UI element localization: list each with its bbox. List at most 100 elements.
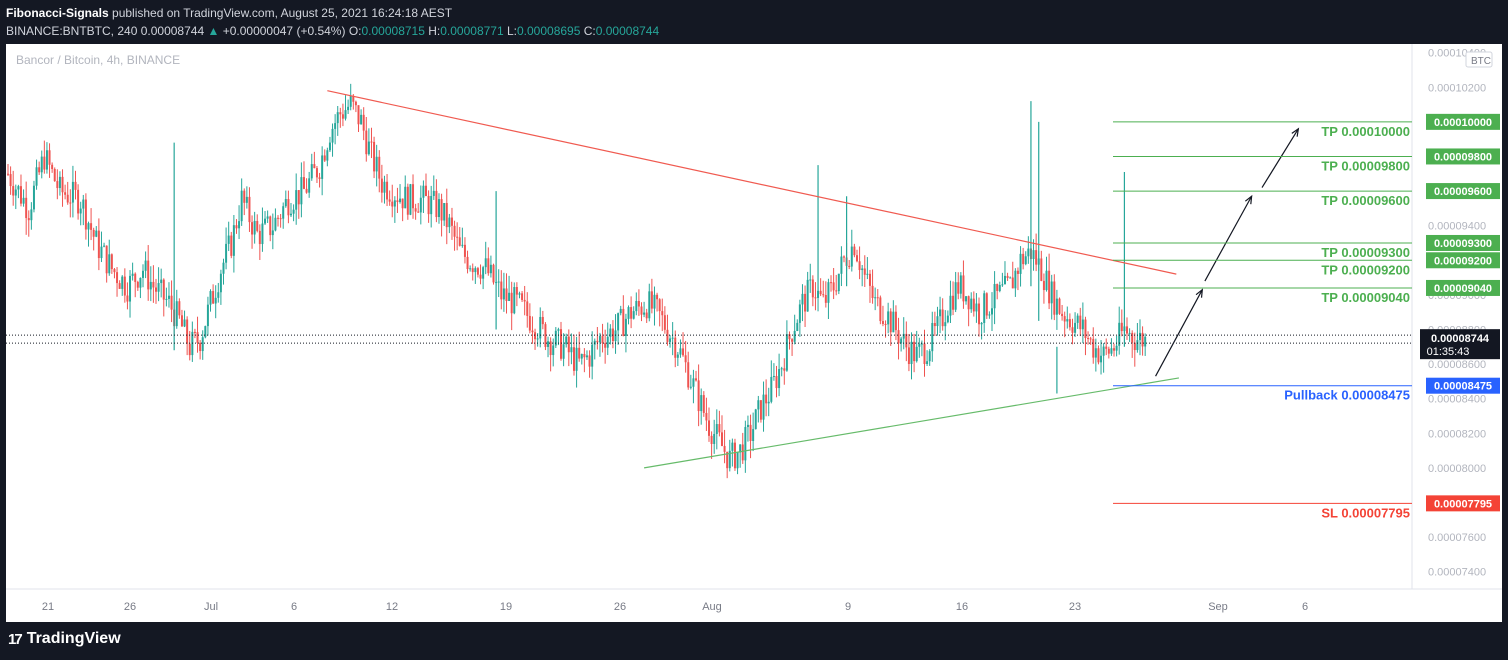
candle-body [980,322,983,325]
candle-body [378,156,381,179]
candle-body [240,190,243,222]
price-tag-tp [1426,113,1500,130]
candle-body [1024,256,1027,265]
candle-body [162,279,165,300]
price-tag-label: 0.00009200 [1434,255,1492,267]
candle-body [772,375,775,377]
price-tag-sl [1426,495,1500,512]
candle-body [819,290,822,295]
candle-body [323,155,326,161]
close-value: 0.00008744 [595,24,660,38]
x-tick-label: 12 [386,601,398,613]
candle-body [230,235,233,256]
candle-body [66,194,69,203]
candle-body [630,307,633,319]
candle-body [144,260,147,271]
candle-body [658,299,661,312]
candle-body [892,311,895,333]
candle-body [978,303,981,325]
candle-body [1071,327,1074,333]
candle-body [552,345,555,356]
price-chart[interactable]: Bancor / Bitcoin, 4h, BINANCE 0.00007400 0… [6,44,1502,622]
level-label-sl: SL 0.00007795 [1321,505,1410,520]
candle-body [643,312,646,315]
candle-body [43,156,46,170]
candle-body [129,275,132,302]
candle-body [1011,277,1014,289]
candle-body [993,284,996,309]
candle-body [1066,319,1069,322]
y-tick-label: 0.00009400 [1428,221,1486,233]
candle-body [243,190,246,203]
candle-body [861,268,864,271]
candle-body [1105,346,1108,349]
candle-body [624,318,627,336]
tradingview-brand[interactable]: 17 TradingView [8,630,121,648]
candle-body [726,451,729,469]
candle-body [583,353,586,358]
candle-body [1042,280,1045,291]
candle-body [437,199,440,218]
candle-body [30,209,33,221]
candle-body [321,155,324,179]
author-name[interactable]: Fibonacci-Signals [6,6,109,20]
candle-body [541,316,544,325]
candle-body [879,297,882,322]
candle-body [113,269,116,273]
x-tick-label: 19 [500,601,512,613]
candle-body [731,442,734,451]
candle-body [811,279,814,298]
candle-body [876,297,879,299]
candle-body [762,394,765,420]
candle-body [1138,332,1141,341]
candle-body [180,315,183,327]
candle-body [383,181,386,193]
candle-body [1006,275,1009,278]
candle-body [1022,253,1025,265]
candle-body [466,256,469,270]
candle-body [1128,332,1131,334]
candle-body [580,353,583,359]
symbol-info: BINANCE:BNTBTC, 240 [6,24,138,38]
price-tag-pullback [1426,377,1500,394]
candle-body [824,295,827,303]
low-value: 0.00008695 [517,24,581,38]
y-tick-label: 0.00008000 [1428,463,1486,475]
candle-body [510,292,513,314]
candle-body [990,308,993,315]
candle-body [126,295,129,302]
candle-body [915,346,918,362]
candle-body [700,395,703,412]
candle-body [264,218,267,224]
candle-body [87,223,90,230]
candle-body [1055,298,1058,315]
candle-body [653,294,656,309]
candle-body [554,330,557,346]
candle-body [232,225,235,256]
chart-area[interactable]: Bancor / Bitcoin, 4h, BINANCE 0.00007400 0… [6,44,1502,622]
candle-body [27,218,30,221]
candle-body [360,114,363,125]
candle-body [22,197,25,204]
candle-body [941,309,944,327]
candle-body [391,201,394,207]
candle-body [77,189,80,214]
candle-body [302,177,305,189]
candle-body [142,270,145,278]
candle-body [585,355,588,358]
candle-body [1027,248,1030,257]
candle-body [209,291,212,305]
candle-body [972,298,975,312]
candle-body [866,273,869,275]
candle-body [521,293,524,300]
candle-body [222,262,225,274]
candle-body [289,213,292,216]
candle-body [308,178,311,193]
candle-body [432,190,435,196]
candle-body [430,195,433,215]
candle-body [69,202,72,204]
x-tick-label: 16 [956,601,968,613]
candle-body [487,258,490,274]
candle-body [843,256,846,258]
candle-body [959,275,962,294]
